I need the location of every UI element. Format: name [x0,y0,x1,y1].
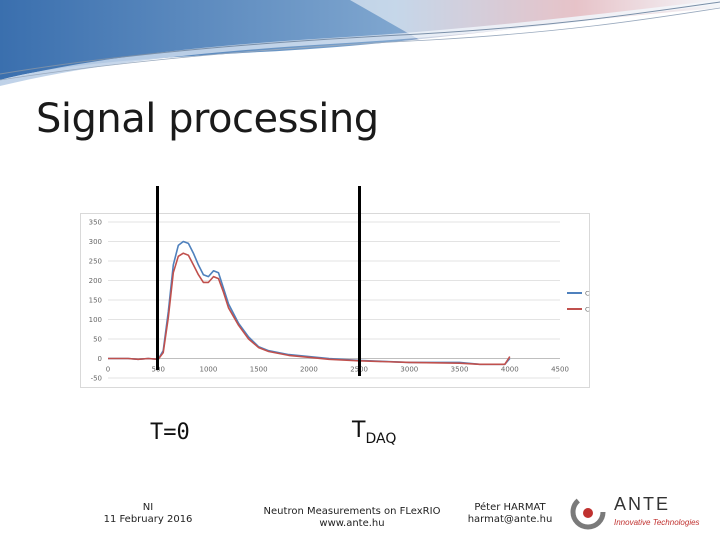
footer-email: harmat@ante.hu [467,514,553,525]
x-tick-label: 4500 [551,366,569,374]
y-tick-label: 350 [89,219,102,227]
tdaq-marker-line [358,186,361,376]
y-tick-label: 300 [89,238,102,246]
x-tick-label: 1500 [250,366,268,374]
y-tick-label: 150 [89,297,102,305]
t0-marker-line [156,186,159,370]
x-tick-label: 1000 [200,366,218,374]
footer-left: NI 11 February 2016 [100,502,196,526]
x-tick-label: 4000 [501,366,519,374]
y-tick-label: 50 [93,336,102,344]
footer-date: 11 February 2016 [103,514,193,525]
footer-event: NI [142,502,154,513]
y-tick-label: -50 [91,375,102,383]
tdaq-label-sub: DAQ [365,431,397,447]
logo-brand: ANTE [614,494,670,514]
logo-swirl-icon [570,494,606,530]
t0-label: T=0 [150,420,190,445]
logo-dot-icon [583,508,593,518]
footer-talk-title: Neutron Measurements on FLexRIO [263,506,441,517]
tdaq-label-main: T [352,418,366,443]
x-tick-label: 3000 [400,366,418,374]
y-tick-label: 100 [89,316,102,324]
legend-label: Channel "A" [585,290,590,298]
series-line-b [108,252,511,366]
footer-website: www.ante.hu [319,518,385,529]
x-tick-label: 2000 [300,366,318,374]
x-tick-label: 3500 [451,366,469,374]
y-tick-label: 250 [89,258,102,266]
slide-title: Signal processing [36,96,379,142]
ante-logo: ANTE Innovative Technologies [570,494,700,530]
y-tick-label: 0 [98,355,102,363]
tdaq-label: TDAQ [352,418,396,447]
x-tick-label: 0 [106,366,110,374]
footer-center: Neutron Measurements on FLexRIO www.ante… [262,506,442,530]
footer-right: Péter HARMAT harmat@ante.hu [460,502,560,526]
footer-author: Péter HARMAT [474,502,546,513]
logo-tagline: Innovative Technologies [614,518,700,527]
y-tick-label: 200 [89,277,102,285]
header-banner [0,0,720,86]
legend-label: Channel "B" [585,306,590,314]
